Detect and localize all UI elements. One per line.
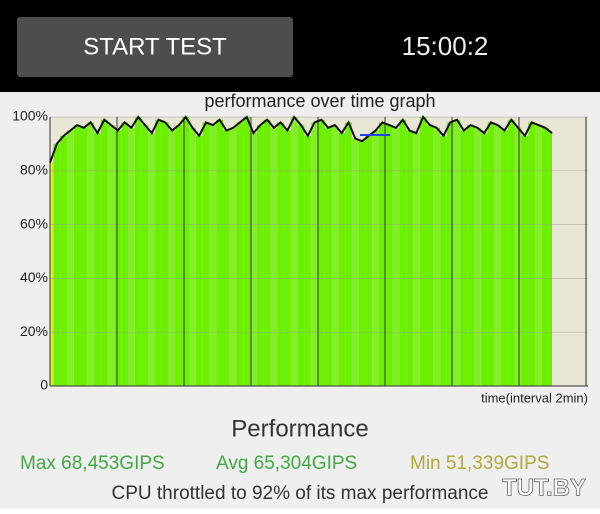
performance-band: [209, 125, 217, 386]
performance-band: [141, 125, 149, 386]
performance-band: [168, 130, 176, 386]
performance-band: [270, 127, 278, 386]
performance-band: [128, 127, 135, 386]
performance-band: [345, 122, 352, 386]
start-button[interactable]: [17, 17, 293, 77]
performance-band: [385, 125, 393, 386]
performance-band: [528, 122, 536, 386]
performance-band: [60, 135, 67, 386]
performance-band: [412, 133, 420, 386]
performance-band: [358, 141, 366, 386]
watermark: TUT.BY: [502, 474, 586, 501]
performance-band: [195, 135, 203, 386]
performance-band: [392, 127, 400, 386]
x-axis-label: time(interval 2min): [481, 390, 588, 405]
performance-band: [365, 135, 373, 386]
performance-band: [372, 130, 380, 386]
performance-band: [94, 133, 101, 386]
performance-band: [100, 119, 108, 386]
y-tick-label: 20%: [20, 323, 48, 339]
performance-band: [148, 133, 156, 386]
performance-band: [304, 135, 312, 386]
performance-band: [514, 127, 522, 386]
y-tick-label: 80%: [20, 162, 48, 178]
performance-band: [87, 122, 95, 386]
performance-band: [161, 122, 169, 386]
performance-band: [175, 125, 183, 386]
performance-band: [250, 133, 257, 386]
performance-band: [80, 127, 88, 386]
results-heading: Performance: [231, 415, 368, 442]
performance-band: [446, 122, 454, 386]
performance-band: [487, 122, 495, 386]
performance-band: [236, 122, 244, 386]
performance-band: [351, 138, 359, 386]
performance-band: [297, 125, 305, 386]
performance-band: [494, 125, 502, 386]
performance-band: [311, 122, 318, 386]
performance-band: [548, 133, 552, 386]
performance-band: [406, 130, 413, 386]
y-tick-label: 60%: [20, 215, 48, 231]
performance-band: [216, 119, 223, 386]
timer: 15:00:2: [402, 31, 489, 61]
performance-band: [480, 133, 488, 386]
performance-band: [460, 130, 468, 386]
performance-band: [263, 119, 271, 386]
performance-band: [331, 125, 339, 386]
performance-band: [379, 122, 386, 386]
performance-band: [114, 130, 122, 386]
performance-band: [284, 130, 291, 386]
performance-band: [66, 130, 74, 386]
performance-line: [49, 115, 553, 164]
performance-band: [155, 119, 162, 386]
performance-band: [433, 127, 441, 386]
plot: 0 20% 40% 60% 80% 100%: [12, 108, 588, 393]
performance-band: [182, 117, 190, 386]
summary: CPU throttled to 92% of its max performa…: [112, 483, 489, 504]
performance-band: [134, 117, 142, 386]
performance-band: [453, 119, 461, 386]
performance-band: [541, 127, 549, 386]
performance-band: [277, 122, 285, 386]
performance-band: [53, 143, 61, 386]
y-tick-label: 100%: [12, 108, 48, 124]
performance-band: [256, 125, 264, 386]
performance-band: [473, 127, 481, 386]
performance-band: [426, 125, 434, 386]
performance-band: [507, 119, 515, 386]
y-tick-label: 40%: [20, 269, 48, 285]
avg-stat: Avg 65,304GIPS: [216, 453, 357, 474]
performance-band: [440, 135, 447, 386]
y-tick-label: 0: [40, 377, 48, 393]
performance-band: [73, 125, 81, 386]
performance-band: [50, 162, 54, 386]
performance-band: [324, 127, 332, 386]
performance-band: [399, 119, 407, 386]
max-stat: Max 68,453GIPS: [20, 453, 165, 474]
performance-band: [501, 130, 508, 386]
performance-band: [107, 125, 115, 386]
performance-band: [229, 127, 237, 386]
performance-band: [317, 119, 325, 386]
performance-band: [222, 130, 230, 386]
performance-band: [467, 125, 474, 386]
performance-band: [419, 117, 427, 386]
button-label[interactable]: START TEST: [83, 33, 227, 60]
performance-band: [535, 125, 542, 386]
performance-band: [338, 133, 346, 386]
chart-title: performance over time graph: [204, 91, 435, 111]
performance-band: [202, 122, 210, 386]
performance-band: [189, 127, 196, 386]
performance-band: [521, 135, 529, 386]
min-stat: Min 51,339GIPS: [410, 453, 549, 474]
performance-band: [121, 122, 129, 386]
performance-band: [290, 117, 298, 386]
performance-band: [243, 117, 251, 386]
